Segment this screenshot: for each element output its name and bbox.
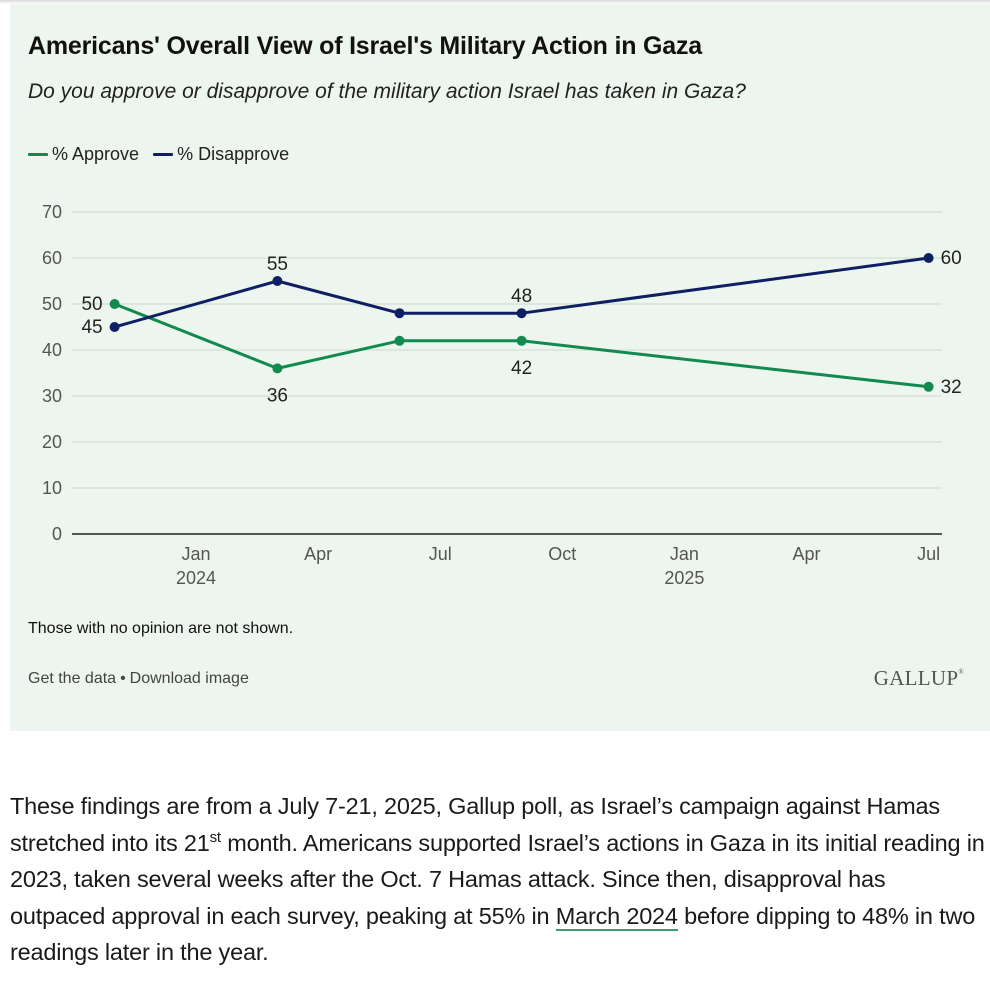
- chart-title: Americans' Overall View of Israel's Mili…: [28, 32, 702, 60]
- y-tick-label: 40: [42, 340, 62, 360]
- data-point-disapprove: [516, 308, 527, 319]
- data-label-approve: 32: [941, 377, 962, 398]
- top-shadow: [0, 0, 990, 4]
- y-tick-label: 0: [52, 524, 62, 544]
- paragraph-text-2: month. Americans supported Israel’s acti…: [10, 829, 985, 929]
- y-tick-label: 50: [42, 294, 62, 314]
- chart-links: Get the data • Download image: [28, 670, 249, 688]
- paragraph-text-1: These findings are from a July 7-21, 202…: [10, 793, 940, 856]
- legend-label-approve: % Approve: [52, 144, 140, 164]
- line-chart: 0 10 20 30 40 50 60 70 Jan 2024 Apr Jul Oct Jan 2025 Ap…: [42, 202, 962, 588]
- link-separator: •: [120, 670, 126, 687]
- y-tick-label: 60: [42, 248, 62, 268]
- data-label-disapprove: 45: [81, 317, 102, 338]
- data-point-approve: [272, 363, 283, 374]
- article-paragraph: These findings are from a July 7-21, 202…: [10, 788, 985, 971]
- get-data-link[interactable]: Get the data: [28, 670, 117, 687]
- data-point-approve: [516, 335, 527, 346]
- x-tick-label: Apr: [792, 544, 820, 564]
- data-label-approve: 42: [511, 358, 532, 379]
- x-tick-label: Jul: [429, 544, 452, 564]
- x-tick-label: Jan: [181, 544, 210, 564]
- data-point-disapprove: [272, 276, 283, 286]
- legend-label-disapprove: % Disapprove: [177, 144, 290, 164]
- y-tick-label: 70: [42, 202, 62, 222]
- x-tick-label: Jul: [917, 544, 940, 564]
- download-image-link[interactable]: Download image: [129, 670, 249, 687]
- chart-note: Those with no opinion are not shown.: [28, 620, 294, 637]
- x-tick-label: Oct: [548, 544, 576, 564]
- data-label-disapprove: 60: [941, 248, 962, 269]
- data-point-approve: [394, 335, 405, 346]
- legend-swatch-disapprove: [153, 153, 174, 156]
- legend-item-approve[interactable]: % Approve: [28, 144, 139, 165]
- y-tick-label: 10: [42, 478, 62, 498]
- gallup-logo: GALLUP®: [874, 666, 964, 691]
- x-tick-year-label: 2025: [664, 568, 704, 588]
- data-point-approve: [923, 381, 934, 392]
- paragraph-text-3: before dipping to 48% in two readings la…: [10, 902, 976, 966]
- data-point-disapprove: [109, 322, 120, 332]
- data-label-approve: 50: [81, 294, 102, 315]
- gallup-logo-text: GALLUP: [873, 666, 959, 690]
- y-tick-label: 20: [42, 432, 62, 452]
- y-tick-label: 30: [42, 386, 62, 406]
- legend-item-disapprove[interactable]: % Disapprove: [153, 144, 289, 165]
- x-tick-label: Jan: [670, 544, 699, 564]
- data-label-approve: 36: [267, 385, 288, 406]
- x-tick-label: Apr: [304, 544, 332, 564]
- chart-subtitle: Do you approve or disapprove of the mili…: [28, 80, 746, 103]
- march-2024-link[interactable]: March 2024: [555, 902, 678, 931]
- data-point-disapprove: [923, 253, 934, 263]
- chart-card: [10, 4, 990, 731]
- data-point-approve: [109, 299, 120, 309]
- chart-legend: % Approve % Disapprove: [28, 144, 289, 165]
- ordinal-suffix: st: [209, 828, 221, 846]
- logo-mark: ®: [958, 668, 964, 676]
- data-label-disapprove: 48: [511, 286, 532, 307]
- x-tick-year-label: 2024: [176, 568, 216, 588]
- data-label-disapprove: 55: [267, 254, 288, 275]
- data-point-disapprove: [394, 308, 405, 319]
- legend-swatch-approve: [28, 153, 48, 156]
